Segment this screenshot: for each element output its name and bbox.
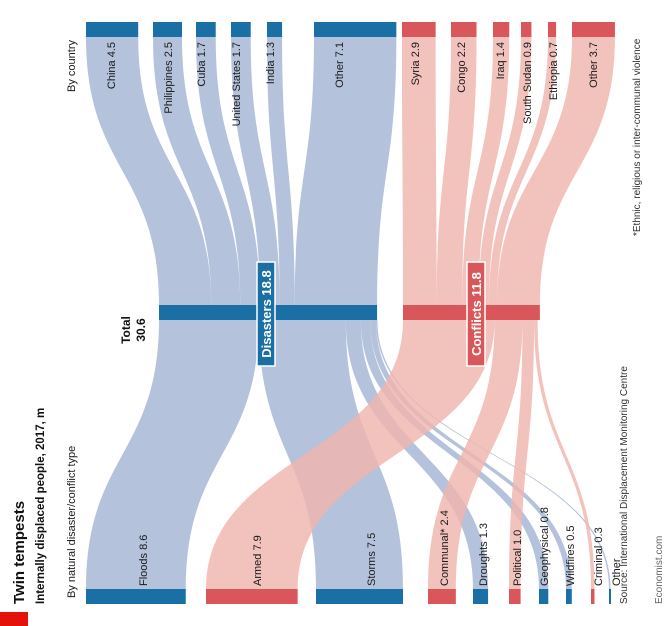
footnote: *Ethnic, religious or inter-communal vio… xyxy=(632,38,643,236)
label-type-criminal-0-3: Criminal 0.3 xyxy=(593,527,605,586)
flow-armed-7-9 xyxy=(206,320,495,589)
flow-layer xyxy=(86,37,615,589)
label-layer: China 4.5 Philippines 2.5 Cuba 1.7 United S… xyxy=(106,42,623,586)
label-country-iraq-1-4: Iraq 1.4 xyxy=(495,42,507,79)
flow-united-states-1-7 xyxy=(231,37,280,305)
label-type-communal-2-4: Communal* 2.4 xyxy=(439,510,451,586)
node-country-congo-2-2 xyxy=(451,22,477,37)
total-label: Total xyxy=(119,316,133,344)
label-country-united-states-1-7: United States 1.7 xyxy=(231,42,243,126)
node-country-cuba-1-7 xyxy=(196,22,216,37)
node-country-iraq-1-4 xyxy=(493,22,510,37)
economist-accent-bar xyxy=(0,612,28,626)
flow-criminal-0-3 xyxy=(534,320,595,589)
flow-china-4-5 xyxy=(86,37,212,305)
label-type-floods-8-6: Floods 8.6 xyxy=(138,535,150,586)
node-type-floods-8-6 xyxy=(86,589,186,604)
node-type-geophysical-0-8 xyxy=(539,589,549,604)
group-disasters-label: Disasters 18.8 xyxy=(259,270,274,357)
node-type-storms-7-5 xyxy=(316,589,403,604)
label-type-other: Other xyxy=(611,558,623,586)
node-type-armed-7-9 xyxy=(206,589,298,604)
flow-ethiopia-0-7 xyxy=(488,37,557,305)
label-country-india-1-3: India 1.3 xyxy=(265,42,277,84)
node-country-other-7-1 xyxy=(314,22,397,37)
chart-title: Twin tempests xyxy=(11,501,28,604)
flow-communal-2-4 xyxy=(428,320,523,589)
label-type-wildfires-0-5: Wildfires 0.5 xyxy=(565,525,577,586)
node-type-wildfires-0-5 xyxy=(566,589,572,604)
group-conflicts-label: Conflicts 11.8 xyxy=(469,272,484,356)
label-type-droughts-1-3: Droughts 1.3 xyxy=(478,523,490,586)
source-note: Source: International Displacement Monit… xyxy=(619,366,630,604)
node-type-communal-2-4 xyxy=(428,589,456,604)
total-value: 30.6 xyxy=(134,318,148,342)
flow-syria-2-9 xyxy=(402,37,437,305)
flow-india-1-3 xyxy=(267,37,295,305)
label-country-congo-2-2: Congo 2.2 xyxy=(456,42,468,93)
node-country-united-states-1-7 xyxy=(231,22,251,37)
credit-text: Economist.com xyxy=(654,536,665,604)
label-type-armed-7-9: Armed 7.9 xyxy=(252,535,264,586)
label-country-china-4-5: China 4.5 xyxy=(106,42,118,89)
node-country-china-4-5 xyxy=(86,22,139,37)
node-country-syria-2-9 xyxy=(402,22,436,37)
node-country-ethiopia-0-7 xyxy=(548,22,557,37)
flow-political-1-0 xyxy=(509,320,535,589)
flow-iraq-1-4 xyxy=(462,37,510,305)
flow-south-sudan-0-9 xyxy=(478,37,532,305)
node-type-droughts-1-3 xyxy=(473,589,489,604)
node-country-south-sudan-0-9 xyxy=(521,22,532,37)
node-country-india-1-3 xyxy=(267,22,283,37)
flow-other xyxy=(375,320,611,589)
group-conflicts-box xyxy=(466,261,486,367)
label-country-other-7-1: Other 7.1 xyxy=(334,42,346,88)
node-type-political-1-0 xyxy=(509,589,521,604)
flow-geophysical-0-8 xyxy=(360,320,549,589)
flow-other-3-7 xyxy=(496,37,615,305)
label-country-south-sudan-0-9: South Sudan 0.9 xyxy=(522,42,534,124)
flow-floods-8-6 xyxy=(86,320,259,589)
node-country-philippines-2-5 xyxy=(153,22,182,37)
label-country-ethiopia-0-7: Ethiopia 0.7 xyxy=(548,42,560,100)
node-type-criminal-0-3 xyxy=(591,589,595,604)
node-country-other-3-7 xyxy=(572,22,615,37)
axis-label-by-country: By country xyxy=(66,40,78,92)
label-country-cuba-1-7: Cuba 1.7 xyxy=(196,42,208,87)
flow-droughts-1-3 xyxy=(345,320,489,589)
flow-philippines-2-5 xyxy=(153,37,241,305)
chart-subtitle: Internally displaced people, 2017, m xyxy=(35,408,47,604)
label-type-storms-7-5: Storms 7.5 xyxy=(366,533,378,586)
flow-cuba-1-7 xyxy=(196,37,260,305)
label-country-philippines-2-5: Philippines 2.5 xyxy=(163,42,175,114)
label-type-geophysical-0-8: Geophysical 0.8 xyxy=(539,507,551,586)
flow-other-7-1 xyxy=(294,37,397,305)
label-country-other-3-7: Other 3.7 xyxy=(588,42,600,88)
flow-congo-2-2 xyxy=(436,37,477,305)
group-disasters-box xyxy=(256,261,276,367)
label-country-syria-2-9: Syria 2.9 xyxy=(410,42,422,85)
node-type-other xyxy=(609,589,611,604)
axis-label-by-type: By natural disaster/conflict type xyxy=(66,446,78,598)
label-type-political-1-0: Political 1.0 xyxy=(512,530,524,586)
